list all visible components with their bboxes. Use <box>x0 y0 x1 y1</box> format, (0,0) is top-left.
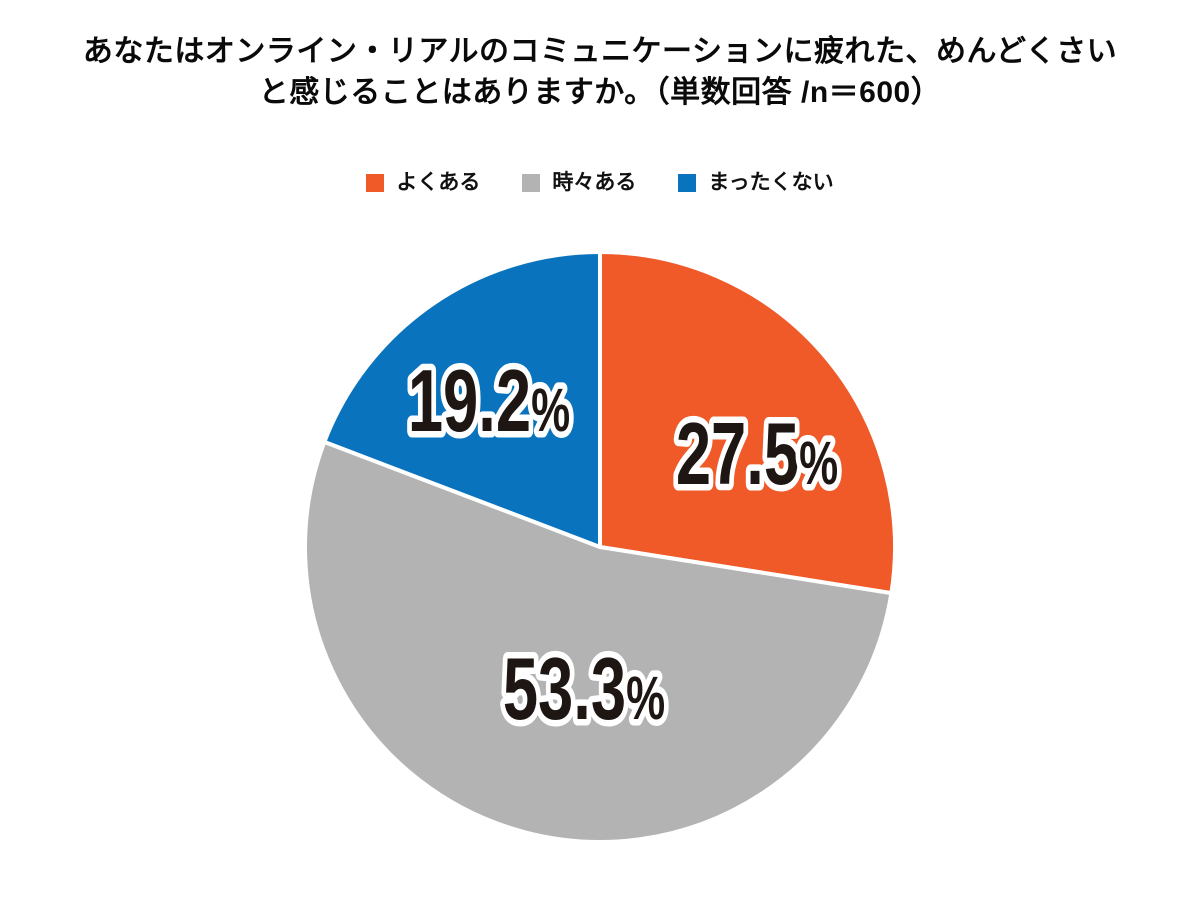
legend-item-tokidokiaru: 時々ある <box>522 172 636 193</box>
legend-item-yokuaru: よくある <box>366 172 480 193</box>
chart-title-line2: と感じることはありますか。（単数回答 /n＝600） <box>258 76 942 109</box>
legend-item-mattakunai: まったくない <box>678 171 834 194</box>
legend-swatch-orange <box>366 173 385 192</box>
pie-slice-0 <box>598 250 897 596</box>
chart-title-line1: あなたはオンライン・リアルのコミュニケーションに疲れた、めんどくさい <box>82 35 1118 68</box>
pie-label-mattakunai: 19.2% <box>408 353 570 451</box>
pie-slice-1 <box>303 439 894 844</box>
legend-label: まったくない <box>708 171 834 194</box>
chart-title: あなたはオンライン・リアルのコミュニケーションに疲れた、めんどくさい と感じるこ… <box>0 31 1200 113</box>
legend-label: よくある <box>396 171 481 194</box>
legend: よくある 時々ある まったくない <box>0 172 1200 193</box>
legend-swatch-blue <box>678 173 697 192</box>
pie-slice-2 <box>322 250 602 549</box>
legend-swatch-gray <box>522 173 541 192</box>
pie-label-yokuaru: 27.5% <box>676 406 838 504</box>
pie-label-tokidokiaru: 53.3% <box>503 641 665 739</box>
pie-slices <box>303 250 897 844</box>
legend-label: 時々ある <box>552 171 637 194</box>
